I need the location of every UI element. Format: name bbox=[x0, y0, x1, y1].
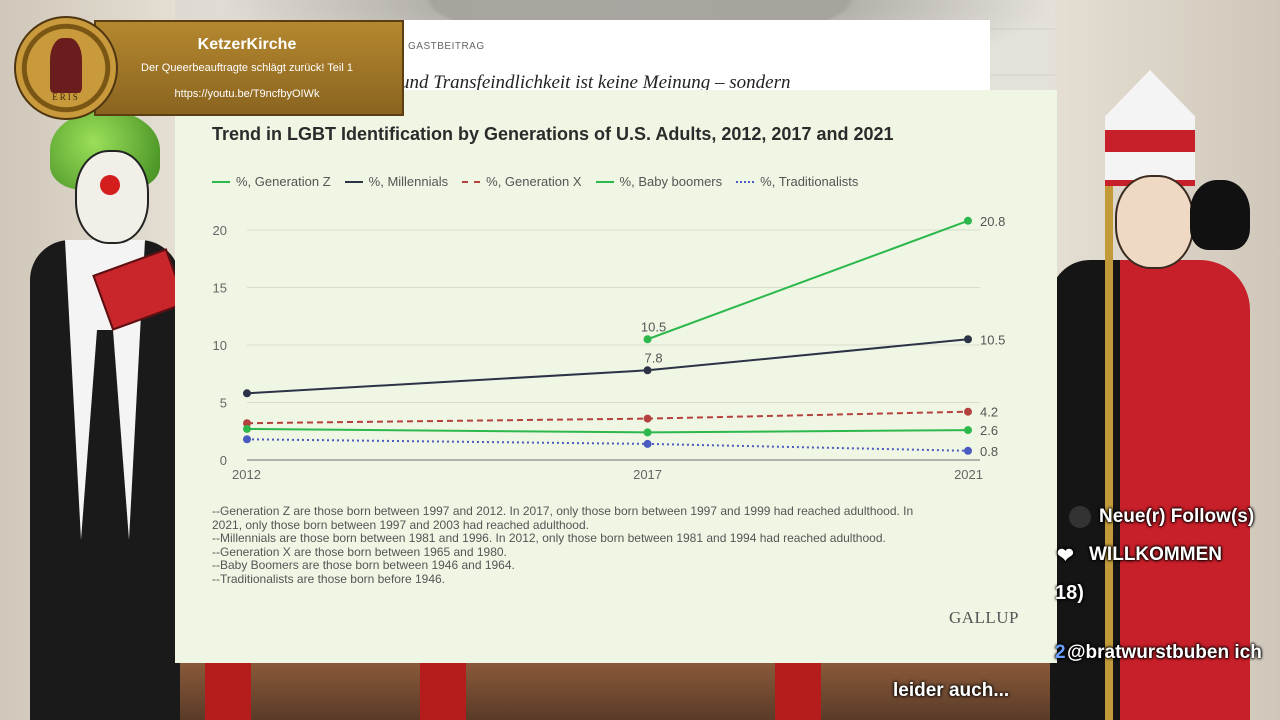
subtitle-caption: leider auch... bbox=[893, 680, 1010, 701]
legend-swatch bbox=[595, 180, 614, 183]
data-point bbox=[643, 366, 652, 375]
follower-count: 18) bbox=[1055, 582, 1084, 604]
data-label: 2.6 bbox=[980, 423, 998, 438]
chart-note: --Generation X are those born between 19… bbox=[212, 544, 507, 559]
series-line bbox=[246, 410, 969, 425]
data-point bbox=[643, 335, 652, 344]
y-tick-label: 5 bbox=[220, 396, 227, 411]
chart-note: --Generation Z are those born between 19… bbox=[212, 504, 914, 518]
chat-message: @bratwurstbuben ich bbox=[1067, 642, 1262, 663]
logo-text: ERIS bbox=[52, 92, 80, 102]
bishop-face bbox=[1115, 175, 1194, 269]
data-point bbox=[964, 446, 972, 455]
y-tick-label: 0 bbox=[220, 453, 227, 468]
legend-label: %, Millennials bbox=[368, 174, 449, 189]
clown-face bbox=[75, 150, 149, 244]
chart-card: Trend in LGBT Identification by Generati… bbox=[175, 90, 1057, 663]
chart-note: 2021, only those born between 1997 and 2… bbox=[212, 517, 589, 532]
black-cat bbox=[1190, 180, 1250, 250]
article-headline: und Transfeindlichkeit ist keine Meinung… bbox=[400, 72, 791, 90]
channel-name: KetzerKirche bbox=[197, 36, 297, 53]
stained-window bbox=[775, 662, 821, 720]
chart-notes: --Generation Z are those born between 19… bbox=[212, 504, 1032, 586]
video-url: https://youtu.be/T9ncfbyOIWk bbox=[174, 88, 320, 100]
chat-overlay: Neue(r) Follow(s) ❤ WILLKOMMEN 18) 2 @br… bbox=[1055, 500, 1280, 720]
data-point bbox=[243, 419, 251, 428]
x-tick-label: 2017 bbox=[633, 467, 662, 482]
legend-swatch bbox=[344, 180, 363, 183]
bishop-character bbox=[1050, 70, 1260, 720]
follow-notice: Neue(r) Follow(s) bbox=[1099, 506, 1255, 527]
data-label: 10.5 bbox=[980, 332, 1005, 347]
user-icon bbox=[1069, 506, 1091, 528]
x-tick-label: 2012 bbox=[232, 467, 261, 482]
legend-item: %, Traditionalists bbox=[736, 174, 858, 189]
line-chart: 0 5 10 15 20 2012 2017 2021 10.5 20.8 7.8 10.5 4.2 2.… bbox=[213, 214, 1006, 482]
data-point bbox=[964, 407, 972, 416]
data-point bbox=[964, 216, 972, 225]
stained-window bbox=[420, 662, 466, 720]
legend-label: %, Generation Z bbox=[236, 174, 331, 189]
data-label: 0.8 bbox=[980, 444, 998, 459]
series-line bbox=[647, 219, 969, 341]
data-point bbox=[243, 389, 251, 398]
crozier-staff bbox=[1105, 130, 1113, 720]
chart-legend: %, Generation Z %, Millennials %, Generati… bbox=[212, 174, 858, 189]
article-tag: GASTBEITRAG bbox=[408, 41, 485, 52]
data-label: 4.2 bbox=[980, 405, 998, 420]
series-line bbox=[246, 438, 969, 452]
data-point bbox=[243, 424, 251, 433]
legend-item: %, Generation Z bbox=[212, 174, 331, 189]
red-nose bbox=[100, 175, 120, 195]
y-tick-label: 20 bbox=[213, 223, 227, 238]
data-label: 10.5 bbox=[641, 319, 666, 334]
altar-floor bbox=[175, 662, 1055, 720]
x-tick-label: 2021 bbox=[954, 467, 983, 482]
welcome-notice: WILLKOMMEN bbox=[1089, 544, 1222, 565]
legend-swatch bbox=[462, 180, 481, 183]
winged-figure-icon bbox=[50, 38, 82, 93]
chart-note: --Baby Boomers are those born between 19… bbox=[212, 558, 515, 572]
data-point bbox=[243, 435, 251, 444]
data-label: 20.8 bbox=[980, 214, 1005, 229]
legend-label: %, Baby boomers bbox=[619, 174, 723, 189]
chat-prefix: 2 bbox=[1055, 642, 1066, 663]
legend-label: %, Generation X bbox=[486, 174, 582, 189]
series-line bbox=[246, 427, 969, 434]
legend-label: %, Traditionalists bbox=[760, 174, 859, 189]
mitre bbox=[1105, 70, 1195, 186]
data-point bbox=[643, 428, 652, 437]
mitre-band bbox=[1105, 130, 1195, 152]
source-logo: GALLUP bbox=[948, 608, 1019, 627]
legend-item: %, Baby boomers bbox=[595, 174, 723, 189]
chart-note: --Millennials are those born between 198… bbox=[212, 531, 886, 545]
y-tick-label: 15 bbox=[213, 281, 227, 296]
article-strip: GASTBEITRAG und Transfeindlichkeit ist k… bbox=[398, 20, 990, 90]
data-label: 7.8 bbox=[645, 350, 663, 365]
heart-icon: ❤ bbox=[1057, 545, 1074, 567]
legend-swatch bbox=[736, 180, 755, 183]
series-line bbox=[246, 338, 969, 395]
legend-swatch bbox=[212, 180, 230, 183]
video-title: Der Queerbeauftragte schlägt zurück! Tei… bbox=[141, 62, 353, 74]
stained-window bbox=[205, 662, 251, 720]
y-tick-label: 10 bbox=[213, 338, 227, 353]
chart-note: --Traditionalists are those born before … bbox=[212, 571, 446, 586]
data-point bbox=[643, 414, 652, 423]
legend-item: %, Generation X bbox=[462, 174, 582, 189]
eris-logo-icon: ERIS bbox=[14, 16, 118, 120]
clown-priest-character bbox=[30, 110, 190, 720]
legend-item: %, Millennials bbox=[344, 174, 449, 189]
data-point bbox=[964, 335, 972, 344]
data-point bbox=[643, 439, 652, 448]
data-point bbox=[964, 426, 972, 435]
stream-overlay: ERIS KetzerKirche Der Queerbeauftragte s… bbox=[14, 16, 404, 120]
chart-title: Trend in LGBT Identification by Generati… bbox=[212, 124, 894, 144]
